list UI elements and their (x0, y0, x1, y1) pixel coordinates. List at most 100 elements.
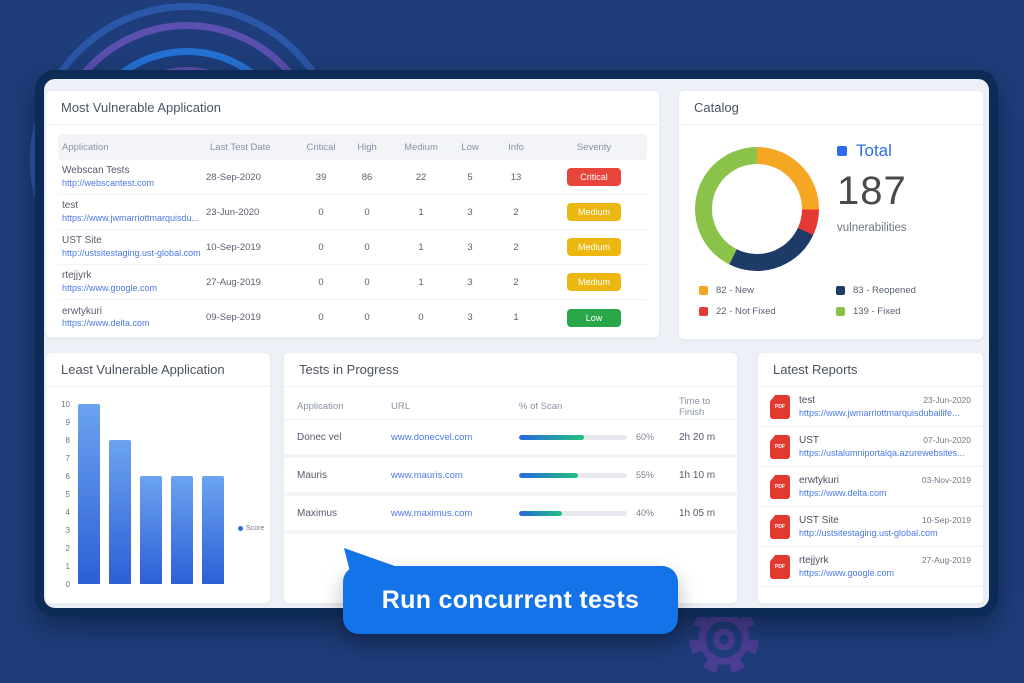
chart-legend: Score (238, 525, 264, 532)
application-link[interactable]: www.maximus.com (391, 507, 473, 519)
application-link[interactable]: http://webscantest.com (62, 177, 155, 188)
application-name: UST Site (62, 235, 102, 247)
severity-badge: Low (567, 308, 621, 327)
severity-badge: Medium (567, 203, 621, 221)
report-name: UST Site (799, 515, 839, 526)
low-count: 3 (467, 312, 473, 323)
score-bar[interactable] (202, 476, 224, 584)
y-tick-label: 9 (65, 418, 70, 427)
card-title: Catalog (679, 91, 983, 125)
legend-item: 139 - Fixed (836, 306, 973, 317)
application-link[interactable]: https://www.google.com (62, 282, 158, 293)
report-link[interactable]: https://www.google.com (799, 568, 895, 578)
col-info: Info (508, 141, 524, 153)
legend-item: 82 - New (699, 285, 836, 296)
card-title: Least Vulnerable Application (46, 353, 270, 387)
report-row: PDF UST Site 10-Sep-2019 http://ustsites… (758, 507, 983, 547)
y-tick-label: 4 (65, 508, 70, 517)
last-test-date: 10-Sep-2019 (206, 241, 261, 253)
total-block: Total 187 vulnerabilities (837, 141, 907, 234)
pdf-icon[interactable]: PDF (770, 515, 790, 539)
info-count: 2 (513, 241, 519, 253)
y-tick-label: 7 (65, 454, 70, 463)
report-name: erwtykuri (799, 475, 840, 486)
application-name: Maximus (297, 507, 338, 519)
pdf-icon[interactable]: PDF (770, 435, 790, 459)
application-link[interactable]: www.donecvel.com (391, 431, 473, 443)
report-link[interactable]: http://ustsitestaging.ust-global.com (799, 528, 938, 538)
run-concurrent-tests-callout[interactable]: Run concurrent tests (343, 548, 678, 634)
catalog-card: Catalog Total 187 vulnerabilities 82 - N… (678, 90, 984, 340)
score-bar[interactable] (140, 476, 162, 584)
legend-dot-icon (238, 526, 243, 531)
least-vulnerable-card: Least Vulnerable Application 10 9 8 7 6 5 4 3 2 1… (45, 352, 271, 604)
y-tick-label: 8 (65, 436, 70, 445)
legend-label: Score (246, 525, 265, 532)
y-tick-label: 1 (65, 562, 70, 571)
application-link[interactable]: https://www.jwmarriottmarquisdu... (62, 212, 200, 223)
legend-item: 83 - Reopened (836, 285, 973, 296)
y-tick-label: 5 (65, 490, 70, 499)
score-bar-chart[interactable]: 10 9 8 7 6 5 4 3 2 1 0 Score (46, 397, 270, 593)
legend-item: 22 - Not Fixed (699, 306, 836, 317)
progress-fill (519, 510, 563, 516)
legend-text: 139 - Fixed (853, 306, 901, 317)
score-bar[interactable] (78, 404, 100, 584)
report-link[interactable]: https://www.jwmarriottmarquisdubailife..… (799, 408, 960, 418)
y-tick-label: 3 (65, 526, 70, 535)
table-row: UST Site http://ustsitestaging.ust-globa… (58, 230, 647, 265)
report-row: PDF UST 07-Jun-2020 https://ustalumnipor… (758, 427, 983, 467)
severity-badge: Critical (567, 168, 621, 186)
total-unit: vulnerabilities (837, 222, 907, 234)
bars-area (74, 404, 234, 584)
score-bar[interactable] (171, 476, 193, 584)
medium-count: 22 (415, 171, 427, 183)
total-legend-marker-icon (837, 146, 847, 156)
low-count: 3 (467, 206, 473, 218)
progress-percent: 40% (636, 508, 655, 518)
col-application: Application (62, 141, 109, 153)
progress-percent: 60% (636, 432, 655, 442)
col-high: High (357, 141, 377, 153)
vulnerabilities-donut-chart[interactable] (695, 147, 819, 271)
critical-count: 0 (318, 276, 324, 288)
col-medium: Medium (404, 141, 438, 153)
high-count: 0 (364, 206, 370, 218)
medium-count: 0 (418, 312, 424, 323)
total-label: Total (856, 141, 892, 160)
progress-percent: 55% (636, 470, 655, 480)
pdf-icon[interactable]: PDF (770, 555, 790, 579)
pdf-icon[interactable]: PDF (770, 395, 790, 419)
col-application: Application (297, 401, 344, 412)
col-last-test-date: Last Test Date (210, 141, 271, 153)
report-name: UST (799, 435, 819, 446)
table-row: Maximus www.maximus.com 40% 1h 05 m (284, 496, 737, 534)
legend-text: 22 - Not Fixed (716, 306, 776, 317)
high-count: 0 (364, 241, 370, 253)
application-link[interactable]: www.mauris.com (391, 469, 463, 481)
table-body: Donec vel www.donecvel.com 60% 2h 20 m M… (284, 420, 737, 534)
report-link[interactable]: https://ustalumniportalqa.azurewebsites.… (799, 448, 965, 458)
report-name: rtejjyrk (799, 555, 829, 566)
table-row: Mauris www.mauris.com 55% 1h 10 m (284, 458, 737, 496)
col-time-to-finish: Time to Finish (679, 395, 711, 418)
low-count: 3 (467, 241, 473, 253)
application-link[interactable]: https://www.delta.com (62, 318, 150, 329)
latest-reports-card: Latest Reports PDF test 23-Jun-2020 http… (757, 352, 984, 604)
progress-bar (519, 434, 627, 440)
pdf-icon[interactable]: PDF (770, 475, 790, 499)
score-bar[interactable] (109, 440, 131, 584)
legend-text: 82 - New (716, 285, 755, 296)
report-link[interactable]: https://www.delta.com (799, 488, 887, 498)
legend-text: 83 - Reopened (853, 285, 916, 296)
table-header: Application URL % of Scan Time to Finish (284, 394, 737, 420)
card-title: Most Vulnerable Application (46, 91, 659, 125)
medium-count: 1 (418, 206, 424, 218)
info-count: 13 (510, 171, 522, 183)
col-critical: Critical (306, 141, 336, 153)
legend-marker-icon (699, 307, 708, 316)
report-row: PDF rtejjyrk 27-Aug-2019 https://www.goo… (758, 547, 983, 587)
application-name: erwtykuri (62, 305, 103, 317)
application-link[interactable]: http://ustsitestaging.ust-global.com (62, 247, 201, 258)
report-name: test (799, 395, 816, 406)
